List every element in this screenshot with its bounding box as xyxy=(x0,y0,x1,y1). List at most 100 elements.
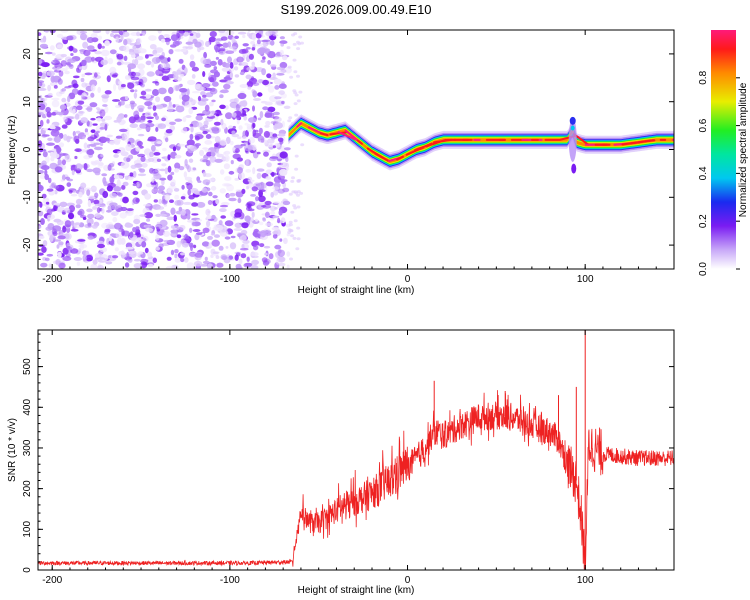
noise-speckle xyxy=(168,185,177,189)
noise-speckle xyxy=(155,223,163,230)
noise-speckle xyxy=(130,164,137,169)
noise-speckle xyxy=(175,105,185,113)
noise-speckle xyxy=(82,254,87,262)
noise-speckle xyxy=(296,226,301,230)
noise-speckle xyxy=(126,258,132,262)
noise-speckle xyxy=(228,170,235,175)
noise-speckle xyxy=(94,203,101,207)
noise-speckle xyxy=(47,177,52,184)
noise-speckle xyxy=(163,230,170,237)
noise-speckle xyxy=(133,218,141,225)
noise-speckle xyxy=(258,79,263,84)
snr-ylabel: SNR (10 * v/v) xyxy=(7,418,18,482)
noise-speckle xyxy=(153,199,158,203)
noise-speckle xyxy=(157,30,162,34)
noise-speckle xyxy=(174,49,182,52)
noise-speckle xyxy=(209,101,214,107)
noise-speckle xyxy=(94,213,102,219)
noise-speckle xyxy=(191,213,199,216)
noise-speckle xyxy=(70,53,74,56)
noise-speckle xyxy=(87,45,95,51)
x-tick-label: -200 xyxy=(42,274,62,285)
noise-speckle xyxy=(293,219,298,223)
noise-speckle xyxy=(38,103,46,111)
noise-speckle xyxy=(126,208,134,212)
noise-speckle xyxy=(99,247,108,253)
noise-speckle xyxy=(113,83,117,91)
noise-speckle xyxy=(182,126,188,134)
noise-speckle xyxy=(75,163,83,171)
noise-speckle xyxy=(183,257,189,263)
noise-speckle xyxy=(179,73,184,78)
noise-speckle xyxy=(290,179,295,183)
noise-speckle xyxy=(280,43,285,47)
noise-speckle xyxy=(44,257,50,262)
noise-speckle xyxy=(224,236,231,240)
noise-speckle xyxy=(266,73,272,79)
noise-speckle xyxy=(44,169,48,176)
colorbar-label: Normalized spectral amplitude xyxy=(738,82,749,217)
noise-speckle xyxy=(84,128,88,133)
noise-speckle xyxy=(239,235,247,242)
noise-speckle xyxy=(262,40,269,47)
noise-speckle xyxy=(197,46,201,53)
noise-speckle xyxy=(208,191,213,197)
noise-speckle xyxy=(46,253,54,257)
noise-speckle xyxy=(240,62,249,66)
noise-speckle xyxy=(40,262,48,268)
noise-speckle xyxy=(274,142,281,148)
noise-speckle xyxy=(191,66,199,72)
colorbar-gradient xyxy=(711,30,736,269)
noise-speckle xyxy=(51,97,60,101)
noise-speckle xyxy=(235,189,242,192)
noise-speckle xyxy=(94,146,103,151)
noise-speckle xyxy=(92,167,101,174)
noise-speckle xyxy=(296,179,301,183)
noise-speckle xyxy=(232,112,237,118)
noise-speckle xyxy=(145,225,154,229)
noise-speckle xyxy=(129,42,136,46)
noise-speckle xyxy=(187,189,191,196)
noise-speckle xyxy=(146,116,154,120)
noise-speckle xyxy=(257,92,263,97)
noise-speckle xyxy=(185,115,192,118)
noise-speckle xyxy=(90,160,96,165)
noise-speckle xyxy=(272,186,280,190)
noise-speckle xyxy=(155,213,162,217)
noise-speckle xyxy=(189,54,195,60)
noise-speckle xyxy=(80,182,87,189)
noise-speckle xyxy=(248,208,255,212)
noise-speckle xyxy=(219,79,228,83)
noise-speckle xyxy=(188,107,194,115)
noise-speckle xyxy=(48,263,52,268)
noise-speckle xyxy=(256,168,265,172)
noise-speckle xyxy=(213,66,218,70)
noise-speckle xyxy=(61,159,66,166)
noise-speckle xyxy=(265,120,271,126)
noise-speckle xyxy=(45,106,51,113)
noise-speckle xyxy=(212,251,220,254)
noise-speckle xyxy=(209,77,215,83)
noise-speckle xyxy=(224,62,231,68)
noise-speckle xyxy=(89,79,98,87)
noise-speckle xyxy=(142,262,150,266)
noise-speckle xyxy=(128,250,137,255)
noise-speckle xyxy=(250,194,257,197)
noise-speckle xyxy=(124,175,129,180)
noise-speckle xyxy=(140,258,149,263)
noise-speckle xyxy=(277,249,285,257)
burst-core xyxy=(571,163,577,174)
noise-speckle xyxy=(155,246,161,251)
noise-speckle xyxy=(195,32,201,38)
noise-speckle xyxy=(278,90,286,95)
noise-speckle xyxy=(211,127,220,134)
noise-speckle xyxy=(229,140,234,146)
noise-speckle xyxy=(134,89,138,93)
noise-speckle xyxy=(167,154,171,161)
noise-speckle xyxy=(103,181,108,187)
noise-speckle xyxy=(202,179,211,186)
noise-speckle xyxy=(84,56,93,63)
noise-speckle xyxy=(91,224,98,229)
noise-speckle xyxy=(245,74,252,80)
noise-speckle xyxy=(199,149,205,157)
